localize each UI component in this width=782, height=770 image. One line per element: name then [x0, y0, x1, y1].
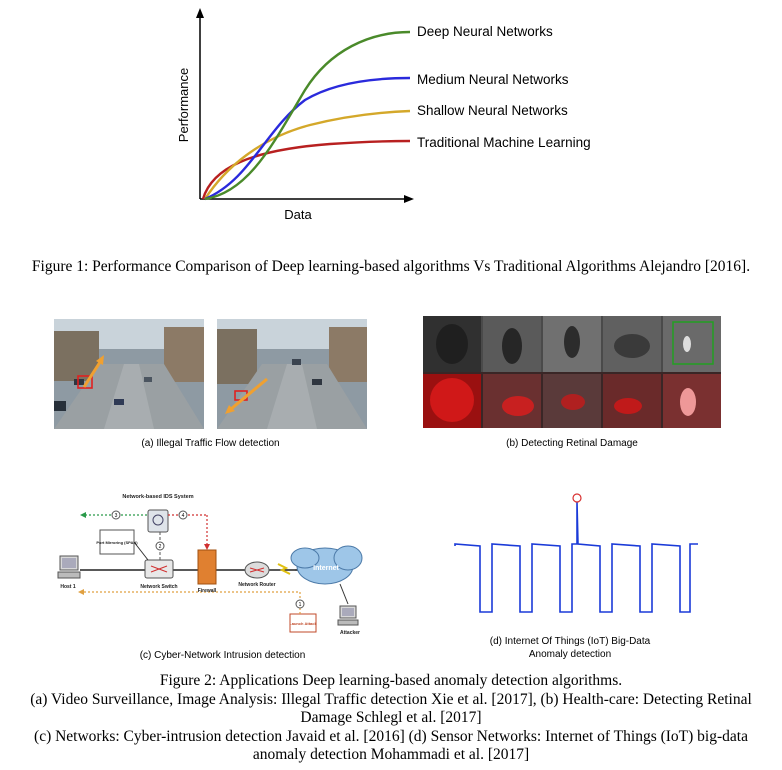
internet-cloud-icon — [290, 545, 363, 585]
y-axis-label: Performance — [176, 68, 191, 142]
figure1-chart: Deep Neural Networks Medium Neural Netwo… — [176, 8, 591, 222]
x-axis-label: Data — [284, 207, 312, 222]
router-label: Network Router — [238, 582, 275, 588]
traffic-photo-2 — [217, 319, 367, 429]
anomaly-marker — [572, 493, 582, 503]
step-3-label: 3 — [115, 513, 118, 519]
network-diagram: 3 4 2 1 Network-based IDS System Port Mi… — [57, 494, 363, 636]
step-1-label: 1 — [299, 602, 302, 608]
series-curve-deep — [204, 30, 411, 201]
figure2-caption: Figure 2: Applications Deep learning-bas… — [0, 672, 782, 765]
host-computer-icon — [57, 555, 81, 579]
y-axis-arrow — [196, 8, 204, 18]
switch-label: Network Switch — [140, 584, 177, 590]
host-label: Host 1 — [60, 584, 76, 590]
firewall-icon — [197, 549, 217, 585]
series-label-traditional: Traditional Machine Learning — [417, 135, 591, 150]
panel-a-caption: (a) Illegal Traffic Flow detection — [141, 438, 280, 449]
firewall-label: Firewall — [198, 588, 217, 594]
attacker-computer-icon — [337, 605, 359, 626]
port-mirroring-box — [99, 529, 135, 555]
series-label-shallow: Shallow Neural Networks — [417, 103, 568, 118]
launch-attack-label: Launch Attack — [289, 621, 317, 626]
network-router-icon — [244, 561, 270, 579]
panel-d-caption-line2: Anomaly detection — [528, 649, 612, 660]
iot-signal-trace — [454, 501, 698, 613]
attacker-label: Attacker — [340, 630, 360, 636]
launch-attack-box — [289, 613, 317, 633]
figure2-caption-line-1: Figure 2: Applications Deep learning-bas… — [159, 672, 623, 689]
figure2-caption-line-3: Damage Schlegl et al. [2017] — [300, 709, 482, 726]
retinal-images — [423, 316, 721, 428]
step-2-label: 2 — [159, 544, 162, 550]
x-axis-arrow — [404, 195, 414, 203]
panel-b-caption: (b) Detecting Retinal Damage — [506, 438, 638, 449]
series-label-medium: Medium Neural Networks — [417, 72, 569, 87]
series-curve-shallow — [203, 109, 411, 200]
step-4-label: 4 — [182, 513, 185, 519]
series-curve-medium — [204, 76, 411, 201]
traffic-photo-1 — [54, 319, 204, 429]
figure1-caption: Figure 1: Performance Comparison of Deep… — [31, 258, 751, 275]
series-label-deep: Deep Neural Networks — [417, 24, 553, 39]
iot-signal-plot — [454, 493, 698, 613]
ids-system-icon — [147, 509, 169, 533]
ids-label: Network-based IDS System — [122, 494, 193, 500]
series-curve-traditional — [201, 139, 411, 200]
internet-label: Internet — [313, 565, 339, 572]
figure2-caption-line-2: (a) Video Surveillance, Image Analysis: … — [30, 690, 752, 708]
panel-d-caption-line1: (d) Internet Of Things (IoT) Big-Data — [489, 636, 651, 647]
port-mirroring-label: Port Mirroring (SPAN) — [96, 540, 138, 545]
figure2-caption-line-4: (c) Networks: Cyber-intrusion detection … — [34, 727, 748, 745]
panel-c-caption: (c) Cyber-Network Intrusion detection — [139, 650, 306, 661]
figure2-caption-line-5: anomaly detection Mohammadi et al. [2017… — [252, 746, 530, 763]
